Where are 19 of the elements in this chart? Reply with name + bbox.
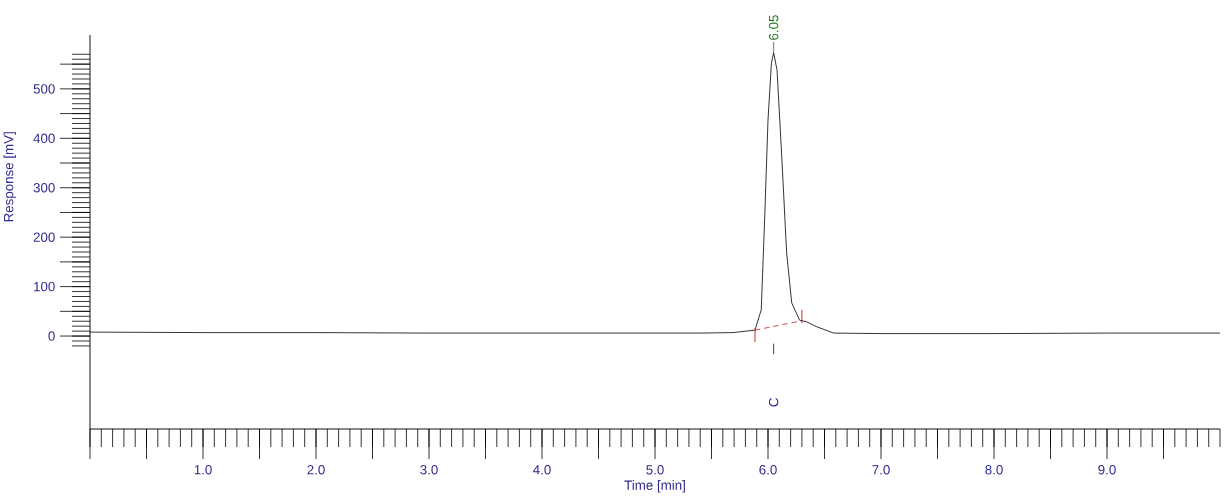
x-tick-label: 5.0 xyxy=(646,465,664,475)
y-tick-label: 400 xyxy=(33,133,55,144)
x-tick-label: 1.0 xyxy=(194,465,212,475)
x-tick-label: 3.0 xyxy=(420,465,438,475)
x-tick-label: 7.0 xyxy=(872,465,890,475)
y-tick-label: 300 xyxy=(33,183,55,193)
x-axis-title: Time [min] xyxy=(624,480,685,493)
y-tick-label: 100 xyxy=(34,281,55,292)
y-axis-title: Response [mV] xyxy=(3,132,16,222)
x-tick-label: 8.0 xyxy=(985,465,1003,475)
y-tick-label: 200 xyxy=(33,232,55,242)
y-tick-label: 0 xyxy=(48,331,55,341)
y-tick-label: 500 xyxy=(33,84,55,94)
x-tick-label: 9.0 xyxy=(1098,465,1116,475)
annotation: C xyxy=(768,398,779,407)
x-tick-label: 2.0 xyxy=(307,465,325,475)
x-tick-label: 6.0 xyxy=(759,465,777,475)
annotation: 6.05 xyxy=(768,15,779,40)
x-tick-label: 4.0 xyxy=(533,465,551,475)
